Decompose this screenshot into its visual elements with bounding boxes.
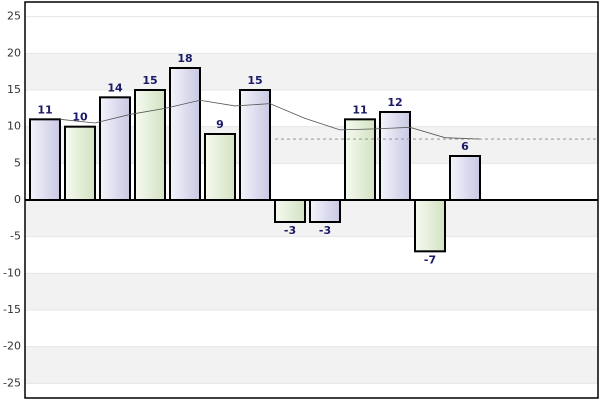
bar (134, 89, 166, 201)
bar (29, 118, 61, 201)
grid-band (25, 53, 598, 90)
y-tick-label: 10 (7, 120, 21, 133)
bar (204, 133, 236, 201)
value-label: -3 (284, 224, 296, 237)
bar (239, 89, 271, 201)
value-label: 6 (461, 140, 469, 153)
value-label: -7 (424, 253, 436, 266)
value-label: 10 (72, 111, 88, 124)
y-tick-label: -25 (3, 376, 21, 389)
y-tick-label: -5 (10, 230, 21, 243)
bar (64, 125, 96, 201)
value-label: 12 (387, 96, 402, 109)
bar (449, 155, 481, 201)
y-tick-label: 20 (7, 46, 21, 59)
bar (99, 96, 131, 201)
grid-band (25, 273, 598, 310)
y-tick-label: 25 (7, 10, 21, 23)
bar (274, 199, 306, 223)
value-label: 15 (142, 74, 157, 87)
trend-line (59, 99, 481, 140)
bar (344, 118, 376, 201)
value-label: 14 (107, 81, 123, 94)
value-label: 15 (247, 74, 262, 87)
y-tick-label: 5 (14, 156, 21, 169)
bar (379, 111, 411, 201)
y-tick-label: -20 (3, 340, 21, 353)
y-tick-label: -15 (3, 303, 21, 316)
value-label: 11 (37, 103, 52, 116)
y-tick-label: 0 (14, 193, 21, 206)
value-label: 11 (352, 103, 367, 116)
value-label: 18 (177, 52, 192, 65)
value-label: 9 (216, 118, 224, 131)
bar (169, 67, 201, 201)
value-label: -3 (319, 224, 331, 237)
bar (309, 199, 341, 223)
y-tick-label: -10 (3, 266, 21, 279)
plot-frame (24, 1, 599, 399)
y-tick-label: 15 (7, 83, 21, 96)
bar (414, 199, 446, 253)
grid-band (25, 346, 598, 384)
